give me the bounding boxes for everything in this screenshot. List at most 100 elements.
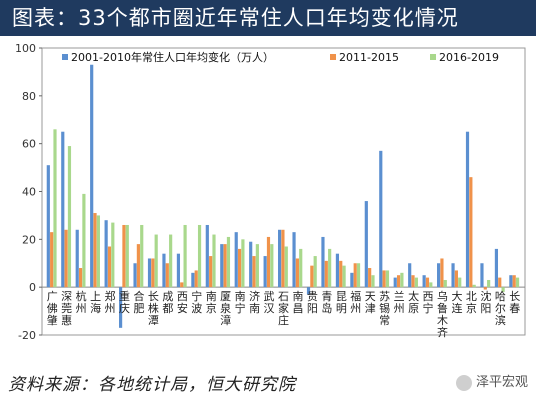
x-tick-label: 石家庄 <box>278 290 289 327</box>
bar-2 <box>295 258 299 288</box>
bar-1 <box>437 263 441 288</box>
bar-2 <box>50 232 54 288</box>
y-tick-label: 40 <box>22 186 36 199</box>
bar-2 <box>368 268 372 288</box>
bar-3 <box>241 239 245 288</box>
bar-1 <box>451 263 455 288</box>
bar-1 <box>162 253 166 288</box>
x-tick-label: 苏锡常 <box>379 290 390 327</box>
bar-2 <box>512 275 516 288</box>
bar-2 <box>78 268 83 288</box>
x-tick-label: 昆明 <box>336 290 347 315</box>
bar-2 <box>425 277 430 288</box>
bar-2 <box>483 287 487 290</box>
x-tick-label: 西安 <box>177 290 188 315</box>
bar-1 <box>292 232 296 288</box>
bar-1 <box>509 275 513 288</box>
bar-1 <box>61 131 65 288</box>
x-tick-label: 长株潭 <box>148 290 159 327</box>
bars <box>46 64 520 328</box>
bar-1 <box>263 256 267 288</box>
bar-3 <box>458 277 462 288</box>
bar-2 <box>223 244 227 288</box>
bar-3 <box>284 246 288 288</box>
x-tick-label: 深莞惠 <box>61 290 72 327</box>
bar-3 <box>313 256 317 288</box>
bar-1 <box>104 220 108 288</box>
bar-2 <box>454 270 458 288</box>
bar-3 <box>111 222 115 288</box>
legend: 2001-2010年常住人口年均变化（万人） 2011-2015 2016-2019 <box>62 50 499 64</box>
brand-name: 泽平宏观 <box>475 375 528 390</box>
y-tick-label: 80 <box>22 90 36 103</box>
bar-3 <box>226 236 231 288</box>
bar-2 <box>440 258 444 288</box>
bar-3 <box>270 244 274 288</box>
bar-2 <box>93 213 97 288</box>
x-tick-label: 长春 <box>509 290 520 315</box>
bar-3 <box>154 234 158 288</box>
bar-2 <box>382 270 386 288</box>
bar-3 <box>299 248 303 288</box>
bar-3 <box>53 129 57 288</box>
bar-2 <box>165 263 169 288</box>
bar-3 <box>385 270 390 288</box>
bar-3 <box>82 193 86 288</box>
bar-3 <box>67 146 72 288</box>
legend-label: 2016-2019 <box>439 51 499 64</box>
bar-1 <box>147 258 152 288</box>
bar-3 <box>501 287 505 292</box>
bar-2 <box>411 275 415 288</box>
bar-3 <box>443 279 447 288</box>
bar-1 <box>220 244 224 288</box>
bar-1 <box>46 165 50 288</box>
x-tick-label: 南昌 <box>292 290 303 315</box>
bar-3 <box>371 275 375 288</box>
x-tick-label: 成都 <box>162 290 173 315</box>
x-tick-label: 兰州 <box>394 290 405 315</box>
legend-label: 2001-2010年常住人口年均变化（万人） <box>71 50 274 64</box>
bar-1 <box>335 253 340 288</box>
bar-3 <box>96 215 100 288</box>
bar-2 <box>209 256 213 288</box>
bar-3 <box>197 224 202 288</box>
bar-2 <box>310 265 314 288</box>
y-tick-label: 20 <box>22 233 36 246</box>
bar-2 <box>353 263 357 288</box>
bar-1 <box>278 229 282 288</box>
x-tick-label: 大连 <box>451 289 462 315</box>
x-tick-label: 天津 <box>365 290 376 315</box>
x-tick-label: 济南 <box>249 289 260 315</box>
bar-2 <box>237 248 242 288</box>
x-tick-label: 合肥 <box>133 289 144 315</box>
bar-2 <box>151 258 155 288</box>
bar-1 <box>422 275 426 288</box>
bar-2 <box>64 229 68 288</box>
y-tick-label: 100 <box>15 42 36 55</box>
legend-swatch <box>330 54 336 60</box>
bar-3 <box>328 248 332 288</box>
x-tick-label: 武汉 <box>264 290 275 315</box>
bar-2 <box>252 256 256 288</box>
legend-swatch <box>430 54 436 60</box>
bar-3 <box>487 279 491 288</box>
bar-1 <box>480 263 484 288</box>
bar-2 <box>339 260 343 288</box>
bar-2 <box>180 282 184 288</box>
x-axis-labels: 广佛肇深莞惠杭州上海郑州重庆合肥长株潭成都西安宁波南京厦泉漳南宁济南武汉石家庄南… <box>47 289 521 339</box>
bar-1 <box>350 272 354 288</box>
x-tick-label: 宁波 <box>191 289 202 315</box>
bar-2 <box>498 277 502 288</box>
x-tick-label: 上海 <box>90 290 101 315</box>
bar-1 <box>494 248 499 288</box>
bar-3 <box>400 272 404 288</box>
x-tick-label: 乌鲁木齐 <box>437 289 448 339</box>
bar-1 <box>465 131 470 288</box>
bar-1 <box>364 201 368 288</box>
bar-1 <box>191 272 195 288</box>
x-tick-label: 北京 <box>466 290 477 315</box>
x-tick-label: 重庆 <box>119 289 130 315</box>
bar-3 <box>140 224 144 288</box>
source-note: 资料来源：各地统计局，恒大研究院 <box>8 375 296 395</box>
bar-2 <box>136 244 140 288</box>
